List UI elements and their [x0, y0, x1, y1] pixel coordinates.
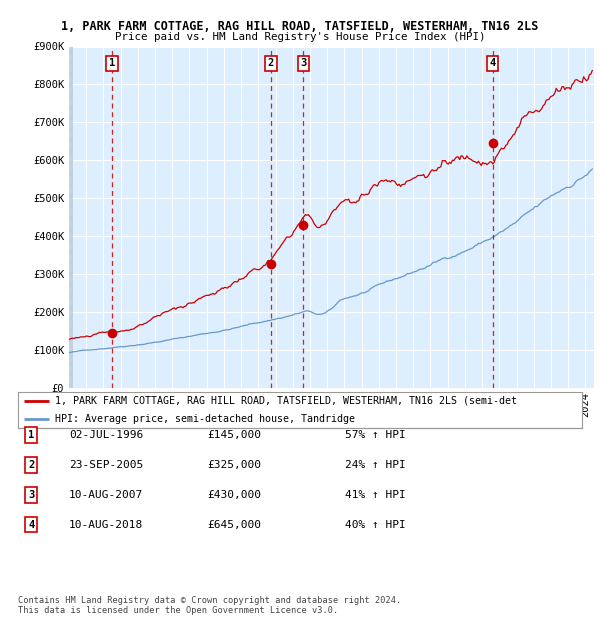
Text: 1: 1: [28, 430, 34, 440]
Text: 24% ↑ HPI: 24% ↑ HPI: [345, 460, 406, 470]
Text: Price paid vs. HM Land Registry's House Price Index (HPI): Price paid vs. HM Land Registry's House …: [115, 32, 485, 42]
Text: 40% ↑ HPI: 40% ↑ HPI: [345, 520, 406, 529]
Text: 1, PARK FARM COTTAGE, RAG HILL ROAD, TATSFIELD, WESTERHAM, TN16 2LS (semi-det: 1, PARK FARM COTTAGE, RAG HILL ROAD, TAT…: [55, 396, 517, 406]
Text: 10-AUG-2007: 10-AUG-2007: [69, 490, 143, 500]
Text: 2: 2: [268, 58, 274, 68]
Text: 3: 3: [300, 58, 307, 68]
Bar: [69, 46, 73, 388]
Text: 1: 1: [109, 58, 115, 68]
Text: 41% ↑ HPI: 41% ↑ HPI: [345, 490, 406, 500]
Text: HPI: Average price, semi-detached house, Tandridge: HPI: Average price, semi-detached house,…: [55, 414, 355, 424]
Text: £145,000: £145,000: [207, 430, 261, 440]
Text: 1, PARK FARM COTTAGE, RAG HILL ROAD, TATSFIELD, WESTERHAM, TN16 2LS: 1, PARK FARM COTTAGE, RAG HILL ROAD, TAT…: [61, 20, 539, 33]
Text: 02-JUL-1996: 02-JUL-1996: [69, 430, 143, 440]
Text: £645,000: £645,000: [207, 520, 261, 529]
Text: 4: 4: [490, 58, 496, 68]
Text: 2: 2: [28, 460, 34, 470]
Text: 10-AUG-2018: 10-AUG-2018: [69, 520, 143, 529]
Text: 23-SEP-2005: 23-SEP-2005: [69, 460, 143, 470]
Text: Contains HM Land Registry data © Crown copyright and database right 2024.
This d: Contains HM Land Registry data © Crown c…: [18, 596, 401, 615]
Text: £325,000: £325,000: [207, 460, 261, 470]
Text: 57% ↑ HPI: 57% ↑ HPI: [345, 430, 406, 440]
Text: £430,000: £430,000: [207, 490, 261, 500]
Text: 4: 4: [28, 520, 34, 529]
Text: 3: 3: [28, 490, 34, 500]
